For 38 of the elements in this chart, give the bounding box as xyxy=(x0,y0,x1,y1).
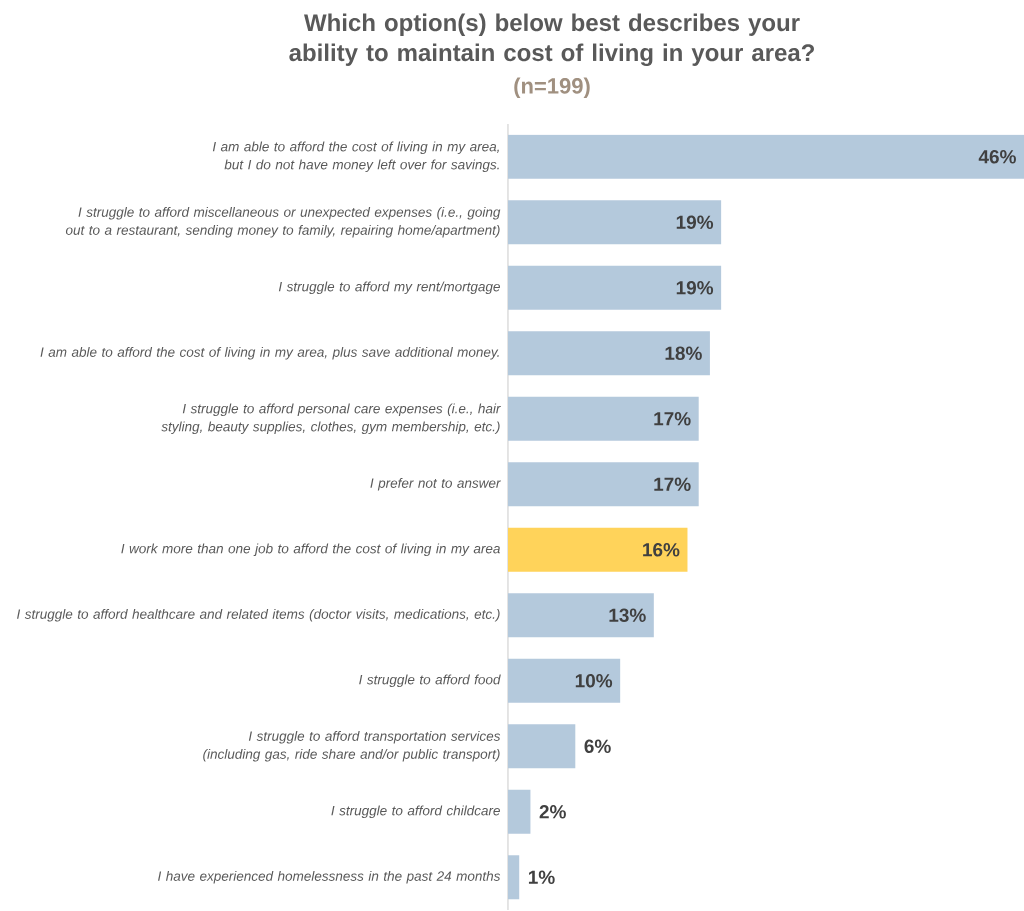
y-tick-label: I struggle to afford childcare xyxy=(331,805,500,819)
bar xyxy=(508,200,722,245)
y-tick-label: I struggle to afford food xyxy=(359,674,501,688)
y-tick-label: I struggle to afford transportation services (including gas, ride share and/or public transport) xyxy=(203,730,501,762)
data-label: 17% xyxy=(654,477,691,491)
data-label: 16% xyxy=(643,543,680,557)
data-label: 19% xyxy=(676,215,714,229)
data-label: 17% xyxy=(654,412,691,426)
bar xyxy=(508,331,710,376)
data-label: 2% xyxy=(539,805,566,819)
bar xyxy=(508,789,531,834)
bar xyxy=(508,658,621,703)
y-tick-label: I struggle to afford personal care expenses (i.e., hair styling, beauty supplies, clothes, gym membership, etc.) xyxy=(161,403,501,435)
bar xyxy=(508,462,699,507)
data-label: 10% xyxy=(575,674,613,688)
y-tick-label: I am able to afford the cost of living in my area, plus save additional money. xyxy=(40,346,499,360)
data-label: 19% xyxy=(676,281,714,295)
bar xyxy=(508,265,722,310)
bar xyxy=(508,593,654,638)
y-tick-label: I struggle to afford healthcare and related items (doctor visits, medications, etc.) xyxy=(17,608,500,622)
chart-subtitle: (n=199) xyxy=(514,77,590,99)
y-tick-label: I prefer not to answer xyxy=(370,477,501,491)
data-label: 18% xyxy=(665,346,702,360)
bar xyxy=(508,724,576,769)
bar xyxy=(508,134,1024,179)
chart-title: Which option(s) below best describes your ability to maintain cost of living in your area? xyxy=(289,13,814,67)
y-tick-label: I struggle to afford miscellaneous or unexpected expenses (i.e., going out to a restaurant, sending money to family, repairing home/apartment) xyxy=(65,206,501,238)
bar xyxy=(508,527,688,572)
y-tick-label: I am able to afford the cost of living in my area, but I do not have money left over for savings. xyxy=(212,141,499,173)
bar xyxy=(508,396,699,441)
data-label: 6% xyxy=(584,739,611,753)
data-label: 1% xyxy=(528,870,555,884)
y-tick-label: I struggle to afford my rent/mortgage xyxy=(278,281,500,295)
data-label: 13% xyxy=(609,608,646,623)
y-tick-label: I work more than one job to afford the cost of living in my area xyxy=(121,543,500,557)
bar xyxy=(508,855,520,900)
data-label: 46% xyxy=(978,150,1016,164)
y-tick-label: I have experienced homelessness in the past 24 months xyxy=(158,870,501,884)
